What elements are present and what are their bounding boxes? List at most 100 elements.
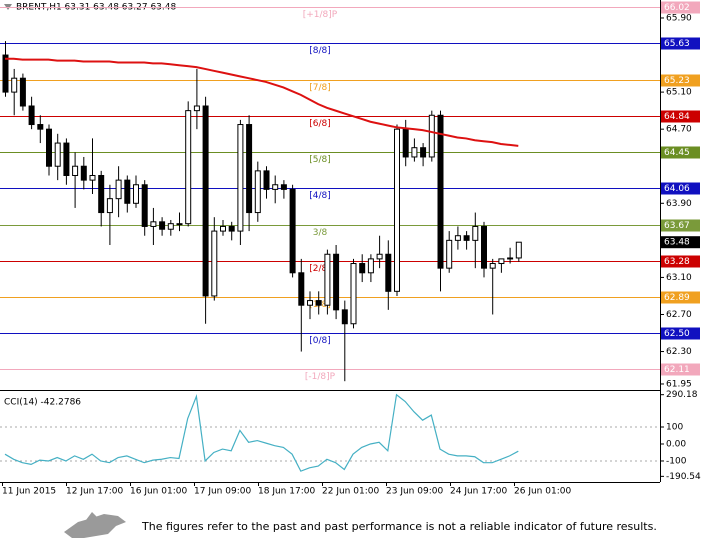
level-price-box [661,182,700,195]
level-price-box [661,1,700,14]
candle-body [202,105,209,297]
level-price-box [661,110,700,123]
candle-body [46,128,52,167]
candle-body [481,225,487,269]
candle-body [37,124,44,130]
candle-body [89,174,96,181]
candle-body [454,235,461,241]
level-price-box [661,291,700,304]
level-name: 3/8 [313,228,328,238]
candle-body [141,184,148,227]
candle-body [115,179,122,200]
candle-body [394,128,400,292]
current-price-label: 63.48 [664,238,690,248]
logo [64,512,126,538]
candle-body [72,165,79,176]
candle-body [289,188,296,274]
x-tick-label: 26 Jun 01:00 [514,487,571,497]
x-tick-label: 17 Jun 09:00 [194,487,251,497]
candle-body [341,309,348,325]
candle-body [446,239,453,269]
x-tick-label: 22 Jun 01:00 [322,487,379,497]
y-tick-label: -100 [666,456,687,466]
candle-body [228,225,235,232]
candle-body [133,184,139,204]
candle-body [246,124,253,214]
candle-body [411,147,418,158]
level-price-label: 64.84 [664,112,690,122]
candle-body [333,253,340,311]
level-name: [5/8] [309,155,331,165]
candle-body [315,300,322,306]
x-tick-label: 23 Jun 09:00 [386,487,443,497]
y-tick-label: 63.90 [666,199,692,209]
level-name: [+1/8]P [303,10,338,20]
candle-body [489,263,496,269]
level-price-box [661,363,700,376]
candle-body [272,184,279,190]
candle-body [124,179,131,204]
candle-body [498,258,505,265]
candle-body [237,124,244,232]
x-tick-label: 11 Jun 2015 [2,487,56,497]
level-name: [0/8] [309,336,331,346]
y-tick-label: 64.70 [666,125,692,135]
moving-average [5,57,519,147]
level-name: [-1/8]P [305,372,336,382]
candle-body [106,198,113,214]
disclaimer: The figures refer to the past and past p… [141,520,657,533]
level-price-label: 64.06 [664,184,690,194]
y-tick-label: 62.70 [666,310,692,320]
level-price-label: 65.63 [664,39,690,49]
candle-body [80,165,87,181]
candle-body [193,105,200,112]
candle-body [19,77,26,107]
level-price-label: 64.45 [664,148,690,158]
level-price-label: 62.11 [664,365,690,375]
candle-body [437,114,444,269]
level-name: [7/8] [309,83,331,93]
level-price-box [661,146,700,159]
level-price-box [661,74,700,87]
current-price-box [661,236,700,249]
x-tick-label: 18 Jun 17:00 [258,487,315,497]
candle-body [28,105,35,126]
candle-body [402,128,409,158]
candle-body [324,253,331,306]
x-tick-label: 12 Jun 17:00 [66,487,123,497]
candle-body [167,223,174,230]
candle-body [150,221,157,227]
level-price-label: 63.67 [664,221,690,231]
y-tick-label: 61.95 [666,379,692,389]
y-tick-label: -190.547 [666,472,701,482]
candle-body [515,241,522,259]
level-price-label: 62.89 [664,293,690,303]
candle-body [98,174,105,214]
y-tick-label: 290.18 [666,390,698,400]
y-tick-label: 100 [666,422,683,432]
level-price-label: 65.23 [664,76,690,86]
candle-body [472,225,479,241]
candle-body [11,77,18,93]
level-name: [8/8] [309,46,331,56]
level-name: [4/8] [309,191,331,201]
level-name: [6/8] [309,119,331,129]
candle-body [211,230,218,297]
candle-body [2,54,9,93]
x-tick-label: 16 Jun 01:00 [130,487,187,497]
candle-body [63,142,70,176]
candle-body [159,221,166,230]
candle-body [185,110,192,225]
candle-body [359,263,366,274]
candle-body [307,300,313,306]
candle-body [463,235,470,241]
candle-body [220,225,226,232]
y-tick-label: 65.90 [666,13,692,23]
cci-line [4,393,519,472]
level-name: [2/8] [309,264,331,274]
x-tick-label: 24 Jun 17:00 [450,487,507,497]
level-price-label: 66.02 [664,3,690,13]
y-tick-label: 65.10 [666,88,692,98]
candle-body [54,142,61,167]
